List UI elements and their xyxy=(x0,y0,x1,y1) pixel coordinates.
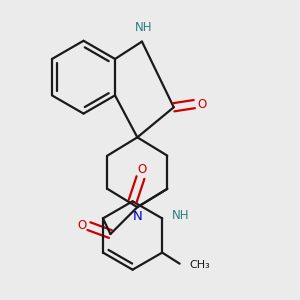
Text: O: O xyxy=(77,219,87,232)
Text: NH: NH xyxy=(172,209,189,222)
Text: N: N xyxy=(133,210,142,223)
Text: NH: NH xyxy=(135,21,152,34)
Text: O: O xyxy=(137,163,147,176)
Text: CH₃: CH₃ xyxy=(189,260,210,270)
Text: O: O xyxy=(198,98,207,111)
